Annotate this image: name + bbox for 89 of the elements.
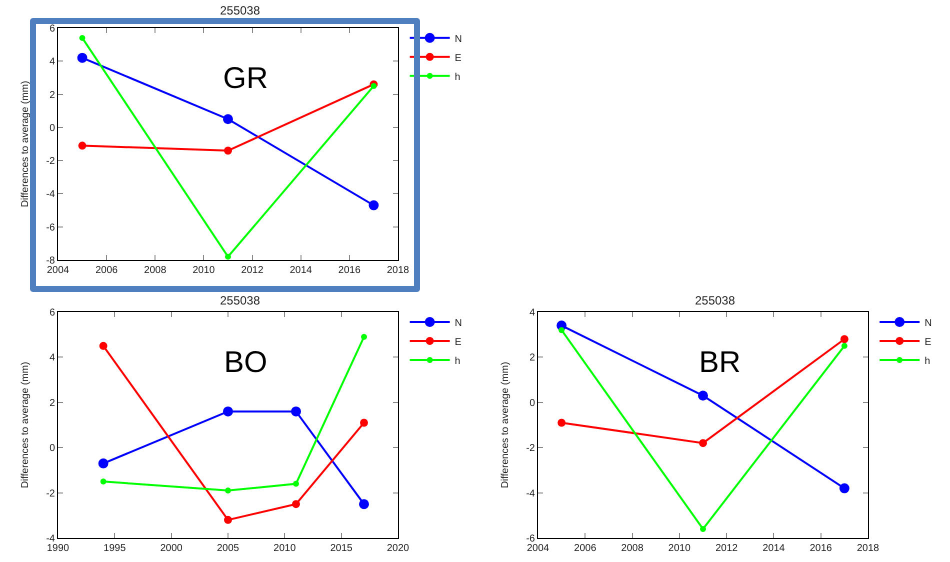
- point: [77, 52, 88, 63]
- point: [224, 146, 232, 155]
- legend-label: E: [924, 336, 932, 348]
- x-tick-label: 2006: [95, 265, 118, 276]
- point: [839, 483, 850, 494]
- point: [223, 114, 233, 124]
- x-tick-label: 2018: [386, 265, 410, 276]
- point: [100, 478, 106, 484]
- legend-label: N: [924, 318, 932, 329]
- point: [223, 406, 233, 416]
- y-tick-label: 0: [49, 443, 56, 454]
- y-tick-label: -4: [46, 189, 56, 200]
- point: [292, 500, 300, 508]
- x-tick-label: 2004: [46, 265, 70, 276]
- legend-label: h: [454, 356, 460, 367]
- point: [224, 516, 232, 524]
- x-tick-label: 2004: [526, 543, 550, 554]
- y-axis-title: Differences to average (mm): [500, 362, 511, 488]
- chart-title: 255038: [694, 293, 736, 308]
- x-tick-label: 2010: [274, 543, 296, 554]
- y-axis-title: Differences to average (mm): [20, 80, 31, 208]
- x-tick-label: 2010: [668, 543, 691, 554]
- y-tick-label: 4: [49, 56, 56, 68]
- y-tick-label: 4: [49, 352, 56, 364]
- point: [225, 488, 231, 494]
- legend-label: E: [454, 336, 462, 348]
- annotation: BR: [699, 346, 741, 379]
- x-tick-label: 2012: [241, 265, 264, 276]
- point: [558, 327, 565, 334]
- x-tick-label: 2015: [330, 543, 353, 554]
- point: [370, 83, 377, 89]
- x-tick-label: 2008: [621, 543, 644, 554]
- point: [98, 458, 108, 468]
- x-tick-label: 2010: [192, 265, 216, 276]
- y-tick-label: 4: [529, 308, 536, 318]
- x-tick-label: 2012: [715, 543, 738, 554]
- y-tick-label: 2: [49, 398, 56, 409]
- legend-label: E: [454, 52, 462, 64]
- point: [79, 34, 86, 41]
- y-tick-label: -4: [526, 488, 536, 500]
- point: [840, 335, 848, 344]
- y-tick-label: -2: [526, 443, 536, 454]
- x-tick-label: 2018: [856, 543, 880, 554]
- x-tick-label: 1995: [104, 543, 126, 554]
- point: [698, 390, 708, 401]
- annotation: BO: [224, 346, 268, 379]
- y-tick-label: -2: [46, 488, 56, 500]
- legend-label: h: [924, 356, 930, 367]
- x-tick-label: 2016: [810, 543, 832, 554]
- chart-title: 255038: [220, 293, 260, 308]
- x-tick-label: 2016: [338, 265, 361, 276]
- point: [359, 499, 369, 510]
- y-tick-label: 2: [49, 90, 56, 101]
- x-tick-label: 2008: [144, 265, 167, 276]
- legend-label: N: [454, 34, 462, 45]
- point: [360, 418, 368, 427]
- point: [841, 342, 848, 349]
- point: [361, 334, 367, 340]
- point: [558, 418, 566, 427]
- point: [700, 526, 706, 532]
- x-tick-label: 2014: [762, 543, 786, 554]
- point: [699, 439, 707, 448]
- y-axis-title: Differences to average (mm): [20, 362, 31, 488]
- chart-title: 255038: [220, 3, 260, 18]
- x-tick-label: 2006: [574, 543, 597, 554]
- x-tick-label: 2014: [290, 265, 312, 276]
- legend-label: h: [454, 72, 460, 83]
- y-tick-label: 0: [49, 122, 56, 134]
- x-tick-label: 1990: [46, 543, 70, 554]
- y-tick-label: 6: [49, 308, 56, 318]
- x-tick-label: 2020: [386, 543, 410, 554]
- y-tick-label: -6: [46, 222, 56, 234]
- point: [368, 200, 379, 210]
- y-tick-label: -2: [46, 156, 56, 168]
- point: [78, 142, 86, 150]
- legend-label: N: [454, 318, 462, 329]
- y-tick-label: -6: [526, 534, 536, 544]
- point: [291, 406, 301, 416]
- point: [99, 342, 108, 350]
- y-tick-label: -4: [46, 534, 56, 544]
- x-tick-label: 2000: [160, 543, 183, 554]
- y-tick-label: 2: [529, 352, 536, 364]
- y-tick-label: 0: [529, 398, 536, 409]
- annotation: GR: [223, 62, 268, 95]
- y-tick-label: -8: [46, 256, 56, 266]
- point: [293, 480, 299, 487]
- y-tick-label: 6: [49, 24, 56, 34]
- x-tick-label: 2005: [216, 543, 240, 554]
- point: [225, 254, 231, 260]
